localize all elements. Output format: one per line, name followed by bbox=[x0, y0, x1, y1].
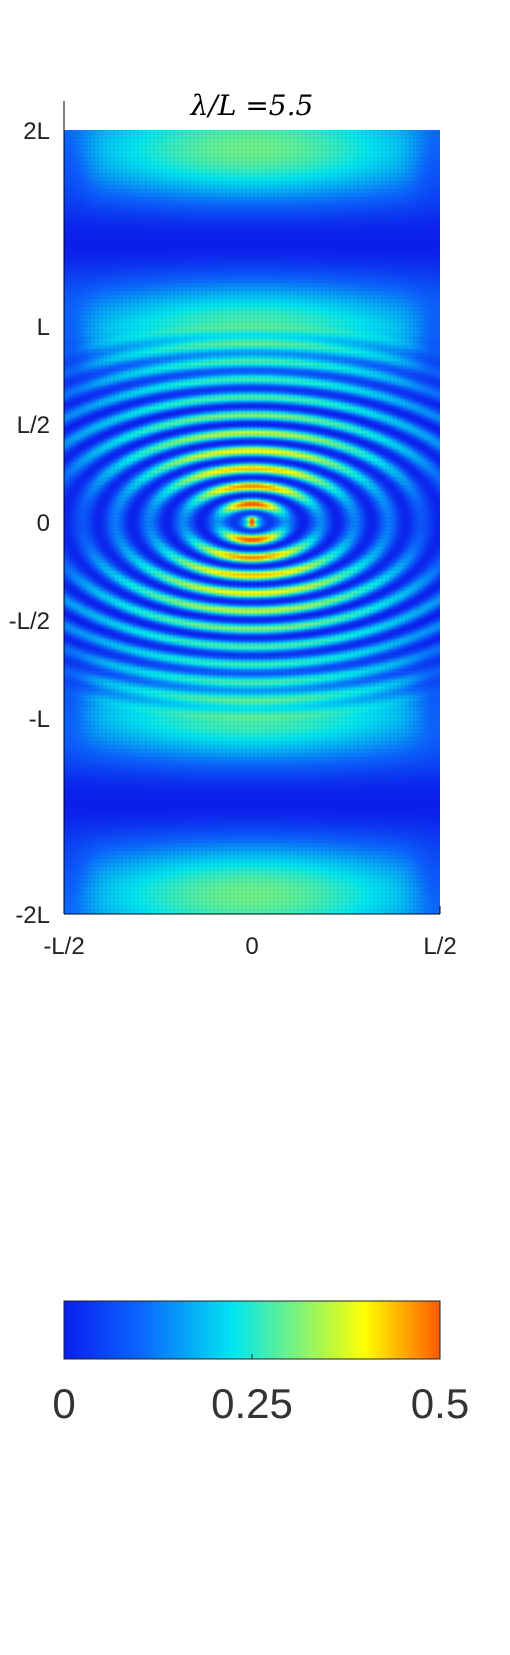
colorbar-gradient bbox=[63, 1300, 441, 1360]
colorbar-tick-label: 0.5 bbox=[411, 1380, 469, 1427]
x-tick-label: -L/2 bbox=[43, 933, 84, 960]
y-tick-label: 0 bbox=[37, 510, 50, 537]
x-tick-label: L/2 bbox=[423, 933, 456, 960]
y-tick-label: L bbox=[37, 314, 50, 341]
y-tick-labels: 2L L L/2 0 -L/2 -L -2L bbox=[9, 118, 50, 929]
y-tick-label: -L/2 bbox=[9, 608, 50, 635]
colorbar: 0 0.25 0.5 bbox=[52, 1300, 469, 1427]
y-tick-label: L/2 bbox=[17, 412, 50, 439]
colorbar-tick-label: 0 bbox=[52, 1380, 75, 1427]
colorbar-tick-label: 0.25 bbox=[211, 1380, 293, 1427]
colorbar-tick-labels: 0 0.25 0.5 bbox=[52, 1354, 469, 1427]
y-tick-label: -2L bbox=[15, 902, 50, 929]
x-tick-labels: -L/2 0 L/2 bbox=[43, 933, 456, 960]
y-tick-label: 2L bbox=[23, 118, 50, 145]
heatmap-plot-area bbox=[64, 130, 440, 914]
y-tick-label: -L bbox=[29, 706, 50, 733]
axes bbox=[63, 101, 441, 915]
chart-title: λ/L =5.5 bbox=[190, 89, 314, 122]
vector-field-overlay bbox=[64, 130, 440, 914]
x-tick-label: 0 bbox=[245, 933, 258, 960]
